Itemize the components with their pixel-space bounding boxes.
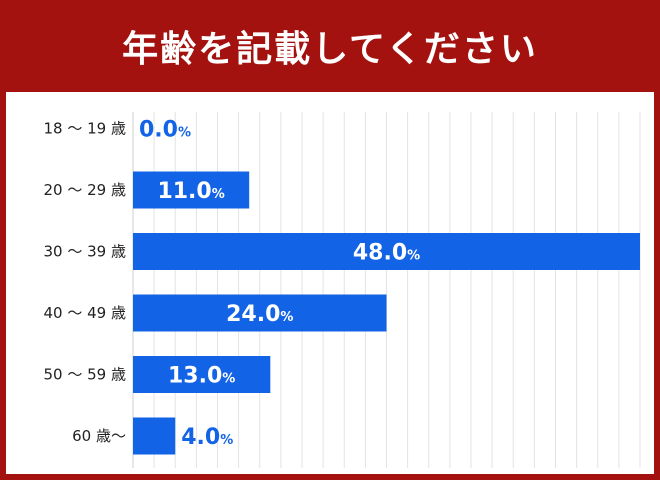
value-label: 13.0% [168, 364, 235, 389]
chart-title: 年齢を記載してください [122, 29, 538, 70]
bar [133, 356, 271, 393]
chart-panel: 18 ～ 19 歳 0.0% 20 ～ 29 歳 11.0% 30 ～ 39 歳 48.0… [6, 92, 654, 474]
value-label: 24.0% [226, 302, 293, 327]
bar [133, 294, 387, 332]
category-label: 60 歳～ [72, 427, 126, 445]
category-label: 50 ～ 59 歳 [44, 366, 126, 384]
category-label: 30 ～ 39 歳 [44, 243, 126, 261]
bar [133, 171, 250, 209]
value-label: 11.0% [157, 179, 224, 204]
value-label: 48.0% [353, 241, 420, 266]
value-label: 0.0% [139, 118, 191, 143]
bar [133, 233, 640, 270]
bar [133, 417, 176, 455]
bar-chart: 18 ～ 19 歳 0.0% 20 ～ 29 歳 11.0% 30 ～ 39 歳 48.0… [44, 112, 641, 468]
value-label: 4.0% [181, 425, 233, 450]
category-label: 18 ～ 19 歳 [44, 120, 126, 138]
category-label: 20 ～ 29 歳 [44, 181, 126, 199]
category-label: 40 ～ 49 歳 [44, 304, 126, 322]
